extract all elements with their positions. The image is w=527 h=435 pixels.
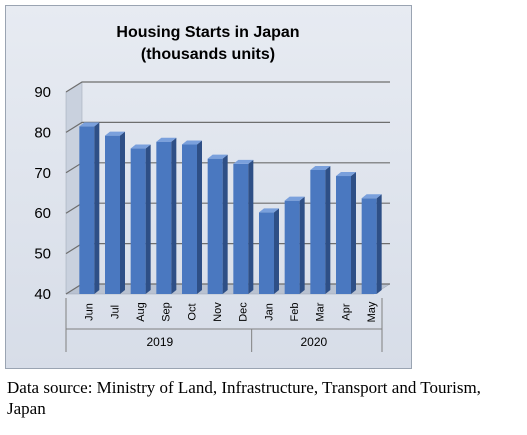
bar-aug-2 xyxy=(130,144,151,294)
bar-mar-9 xyxy=(310,165,331,294)
bar-top xyxy=(156,137,177,142)
bar-top xyxy=(130,144,151,149)
x-tick-label-oct: Oct xyxy=(186,303,198,320)
bar-top xyxy=(207,154,228,159)
gridline-90 xyxy=(65,81,390,93)
x-tick-label-may: May xyxy=(366,301,378,322)
x-tick-label-jul: Jul xyxy=(109,305,121,319)
bar-top xyxy=(233,159,254,164)
bar-front xyxy=(284,200,300,294)
bar-top xyxy=(259,208,279,213)
bar-side xyxy=(94,122,100,294)
bar-side xyxy=(299,196,305,294)
bar-front xyxy=(79,126,95,294)
x-tick-label-apr: Apr xyxy=(340,303,352,320)
bar-top xyxy=(310,165,331,170)
bar-side xyxy=(222,154,228,294)
bar-side xyxy=(351,172,356,294)
bar-front xyxy=(182,144,197,294)
chart-bars xyxy=(79,122,382,294)
bar-front xyxy=(105,135,120,294)
bar-side xyxy=(145,144,151,294)
bar-front xyxy=(259,212,274,294)
bar-front xyxy=(156,141,172,294)
bar-side xyxy=(120,131,125,294)
gridline-80 xyxy=(65,121,390,133)
housing-starts-chart: 40 50 60 70 80 90 Jun Jul Aug Sep Oct Nov Dec Jan Feb… xyxy=(34,24,391,352)
y-axis-ticks: 40 50 60 70 80 90 xyxy=(34,84,51,303)
bar-top xyxy=(336,172,356,177)
x-tick-label-dec: Dec xyxy=(238,302,250,322)
bar-nov-5 xyxy=(207,154,228,294)
y-tick-label-80: 80 xyxy=(34,124,51,141)
group-label-2020: 2020 xyxy=(300,335,327,349)
bar-top xyxy=(79,122,100,127)
bar-jul-1 xyxy=(105,131,125,294)
bar-front xyxy=(207,158,223,294)
y-tick-label-90: 90 xyxy=(34,84,51,101)
bar-front xyxy=(336,176,351,294)
chart-title: Housing Starts in Japan xyxy=(116,24,299,41)
x-axis-group-axis: 2019 2020 xyxy=(65,298,383,352)
x-tick-label-feb: Feb xyxy=(289,303,301,322)
bar-side xyxy=(274,208,279,294)
bar-top xyxy=(182,140,202,145)
bar-front xyxy=(130,148,146,294)
chart-subtitle: (thousands units) xyxy=(141,46,275,63)
data-source-note: Data source: Ministry of Land, Infrastru… xyxy=(7,378,481,418)
bar-top xyxy=(284,196,305,201)
bar-side xyxy=(171,137,177,294)
bar-front xyxy=(310,169,326,294)
y-tick-label-60: 60 xyxy=(34,205,51,222)
bar-side xyxy=(248,159,254,294)
y-tick-label-40: 40 xyxy=(34,286,51,303)
bar-dec-6 xyxy=(233,159,254,294)
bar-may-11 xyxy=(361,194,382,294)
x-tick-label-sep: Sep xyxy=(161,302,173,322)
group-label-2019: 2019 xyxy=(146,335,173,349)
bar-top xyxy=(361,194,382,199)
x-tick-label-aug: Aug xyxy=(135,302,147,322)
bar-side xyxy=(376,194,382,294)
bar-oct-4 xyxy=(182,140,202,294)
y-tick-label-70: 70 xyxy=(34,165,51,182)
x-tick-label-jun: Jun xyxy=(84,303,96,321)
x-tick-label-nov: Nov xyxy=(212,302,224,322)
bar-front xyxy=(233,163,249,294)
bar-side xyxy=(197,140,202,294)
bar-front xyxy=(361,198,377,294)
bar-jun-0 xyxy=(79,122,100,294)
bar-side xyxy=(325,165,331,294)
x-tick-label-jan: Jan xyxy=(263,303,275,321)
x-axis-category-labels: Jun Jul Aug Sep Oct Nov Dec Jan Feb Mar Apr May xyxy=(84,301,378,322)
bar-feb-8 xyxy=(284,196,305,294)
bar-top xyxy=(105,131,125,136)
bar-apr-10 xyxy=(336,172,356,294)
bar-sep-3 xyxy=(156,137,177,294)
y-tick-label-50: 50 xyxy=(34,246,51,263)
bar-jan-7 xyxy=(259,208,279,294)
chart-frame: 40 50 60 70 80 90 Jun Jul Aug Sep Oct Nov Dec Jan Feb… xyxy=(5,5,412,369)
x-tick-label-mar: Mar xyxy=(315,302,327,321)
